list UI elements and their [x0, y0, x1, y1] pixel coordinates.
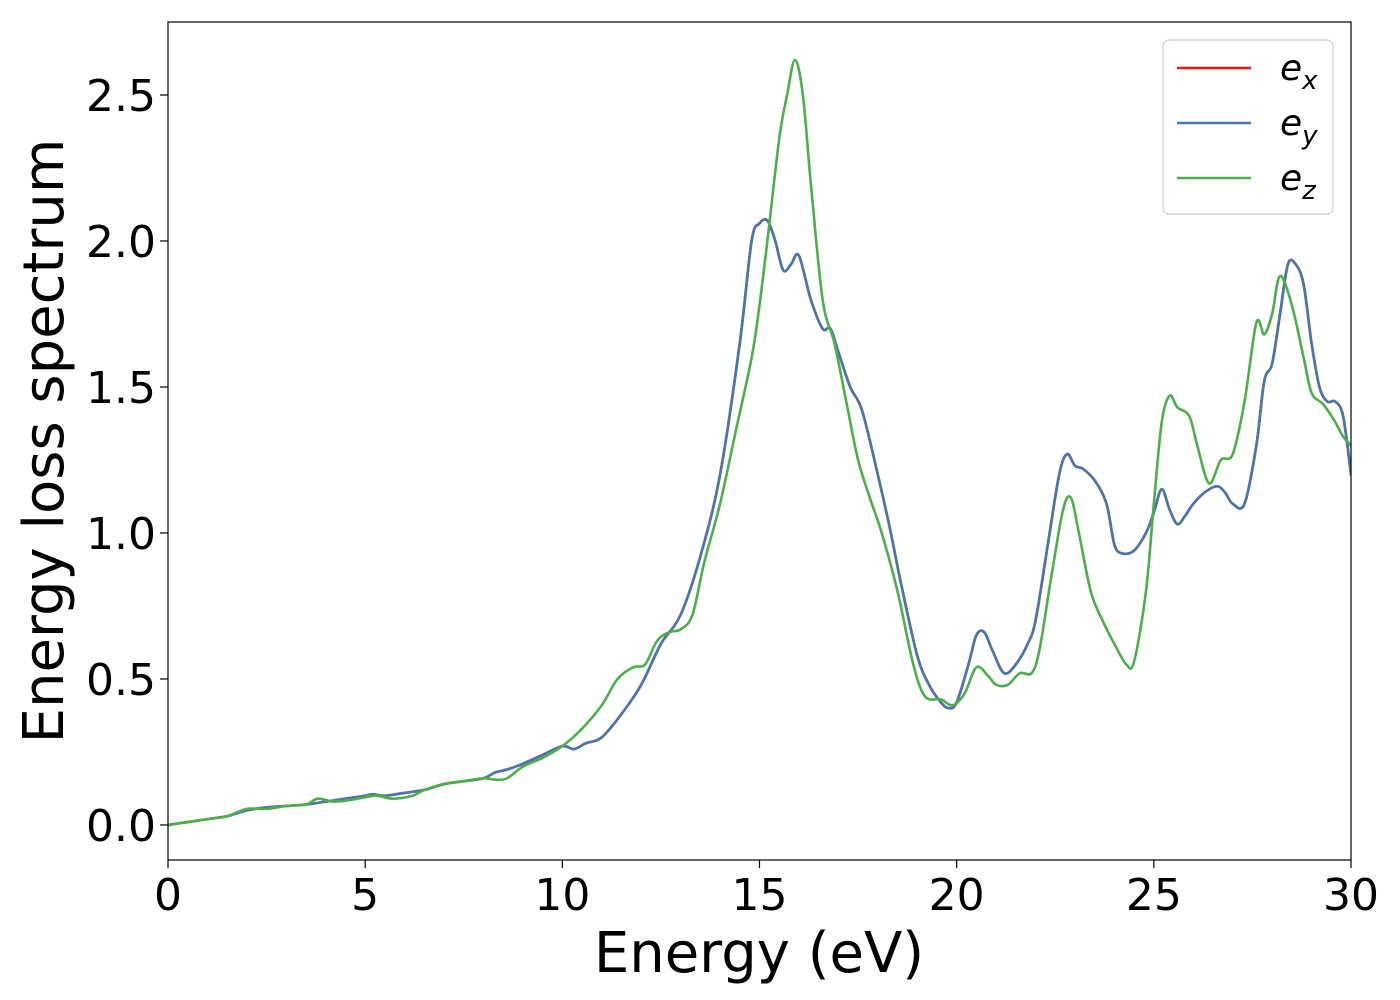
x-tick-label: 10	[534, 870, 590, 921]
legend-label-ez: ez	[1280, 158, 1317, 206]
x-tick-label: 25	[1126, 870, 1182, 921]
x-axis-label: Energy (eV)	[594, 921, 924, 986]
y-tick-label: 1.5	[86, 363, 156, 414]
y-tick-label: 0.0	[86, 801, 156, 852]
legend-box	[1162, 39, 1334, 215]
x-tick-label: 15	[732, 870, 788, 921]
x-tick-label: 5	[351, 870, 379, 921]
y-tick-label: 2.5	[86, 71, 156, 122]
y-tick-label: 0.5	[86, 655, 156, 706]
y-tick-label: 1.0	[86, 509, 156, 560]
x-axis-ticks: 0 5 10 15 20 25 30	[154, 860, 1379, 921]
y-tick-label: 2.0	[86, 217, 156, 268]
y-axis-ticks: 0.0 0.5 1.0 1.5 2.0 2.5	[86, 71, 168, 852]
legend-label-ex: ex	[1280, 48, 1318, 96]
legend-label-ey: ey	[1280, 103, 1318, 151]
series-line-ez	[168, 58, 1351, 827]
series-layer	[168, 58, 1351, 827]
legend: ex ey ez	[1162, 39, 1334, 215]
x-tick-label: 30	[1323, 870, 1379, 921]
x-tick-label: 0	[154, 870, 182, 921]
y-axis-label: Energy loss spectrum	[12, 139, 77, 744]
x-tick-label: 20	[929, 870, 985, 921]
